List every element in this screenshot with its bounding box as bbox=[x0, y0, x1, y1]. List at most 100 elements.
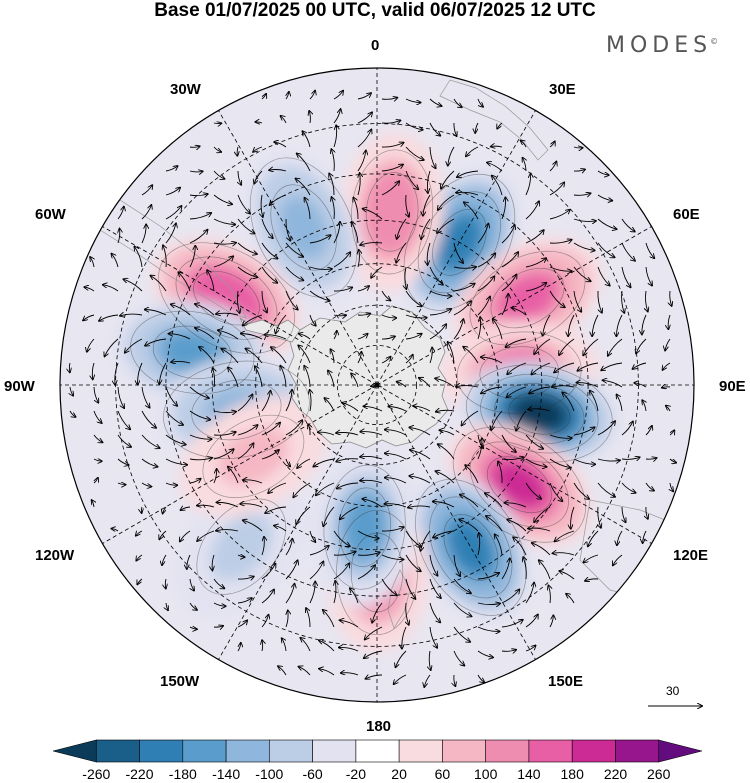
wind-arrow bbox=[429, 324, 446, 340]
wind-arrow bbox=[241, 334, 263, 340]
wind-arrow bbox=[621, 422, 633, 436]
wind-arrow bbox=[549, 210, 570, 220]
wind-arrow bbox=[597, 242, 615, 257]
wind-arrow bbox=[497, 122, 503, 129]
wind-arrow bbox=[487, 163, 503, 172]
wind-arrow bbox=[528, 409, 551, 411]
wind-arrow bbox=[123, 279, 143, 292]
wind-arrow bbox=[213, 256, 233, 268]
wind-arrow bbox=[481, 357, 503, 364]
wind-arrow bbox=[357, 130, 371, 148]
wind-arrow bbox=[454, 674, 456, 686]
wind-arrow bbox=[84, 287, 95, 292]
wind-arrow bbox=[136, 531, 143, 536]
wind-arrow bbox=[150, 276, 167, 292]
wind-arrow bbox=[178, 272, 191, 292]
brand-text: MODES bbox=[606, 33, 713, 58]
wind-arrow bbox=[237, 242, 257, 254]
antarctic-peninsula bbox=[239, 317, 301, 343]
wind-arrow bbox=[532, 543, 551, 556]
anomaly-blob bbox=[372, 181, 413, 243]
wind-arrow bbox=[409, 476, 431, 484]
wind-arrow bbox=[243, 520, 263, 532]
wind-arrow bbox=[549, 162, 556, 172]
wind-arrow bbox=[93, 459, 102, 461]
wind-arrow bbox=[525, 458, 547, 467]
wind-arrow bbox=[613, 554, 623, 565]
wind-arrow bbox=[141, 482, 151, 487]
meridian-line bbox=[376, 226, 652, 386]
wind-arrow bbox=[465, 465, 479, 484]
wind-arrow bbox=[559, 338, 575, 355]
wind-arrow bbox=[357, 314, 370, 316]
wind-arrow bbox=[299, 334, 311, 340]
wind-arrow bbox=[285, 539, 292, 556]
wind-arrow bbox=[237, 394, 253, 412]
wind-arrow bbox=[171, 361, 191, 363]
wind-arrow bbox=[405, 578, 415, 599]
wind-arrow bbox=[501, 620, 523, 628]
wind-arrow bbox=[237, 266, 257, 277]
wind-arrow bbox=[350, 588, 359, 604]
wind-arrow bbox=[419, 378, 431, 388]
wind-arrow bbox=[195, 304, 215, 316]
wind-arrow bbox=[141, 434, 160, 448]
wind-arrow bbox=[103, 285, 119, 292]
wind-arrow bbox=[70, 386, 73, 396]
wind-arrow bbox=[329, 174, 335, 196]
wind-arrow bbox=[525, 645, 536, 652]
wind-arrow bbox=[621, 218, 635, 232]
wind-arrow bbox=[528, 528, 551, 532]
wind-arrow bbox=[512, 308, 527, 316]
wind-arrow bbox=[453, 319, 463, 340]
wind-arrow bbox=[507, 386, 527, 397]
wind-arrow bbox=[501, 275, 517, 292]
wind-arrow bbox=[253, 146, 263, 152]
wind-arrow bbox=[549, 141, 555, 148]
colorbar-swatch bbox=[658, 739, 703, 763]
wind-arrow bbox=[165, 188, 180, 196]
wind-arrow bbox=[621, 457, 640, 459]
lon-label-30e: 30E bbox=[549, 81, 576, 98]
wind-arrow bbox=[525, 434, 543, 449]
wind-arrow bbox=[228, 367, 239, 388]
wind-arrow bbox=[190, 578, 194, 591]
wind-arrow bbox=[213, 123, 221, 124]
wind-arrow bbox=[435, 378, 455, 388]
wind-arrow bbox=[573, 482, 589, 499]
wind-arrow bbox=[216, 313, 239, 315]
wind-arrow bbox=[491, 146, 503, 147]
wind-arrow bbox=[262, 537, 264, 556]
wind-arrow bbox=[365, 626, 383, 640]
wind-arrow bbox=[646, 506, 648, 519]
wind-arrow bbox=[408, 506, 431, 508]
wind-arrow bbox=[254, 170, 263, 184]
wind-arrow bbox=[162, 554, 167, 565]
wind-arrow bbox=[516, 410, 527, 431]
colorbar-swatch bbox=[225, 739, 270, 763]
map-boundary bbox=[59, 67, 695, 703]
wind-arrow bbox=[429, 290, 451, 296]
wind-arrow bbox=[504, 503, 527, 508]
wind-arrow bbox=[228, 467, 239, 484]
wind-arrow bbox=[463, 347, 479, 364]
wind-arrow bbox=[281, 116, 287, 124]
meridian-line bbox=[376, 110, 536, 386]
wind-arrow bbox=[299, 667, 311, 676]
wind-arrow bbox=[549, 458, 570, 468]
lon-label-30w: 30W bbox=[170, 81, 201, 98]
wind-arrow bbox=[165, 206, 182, 220]
contour-ring bbox=[469, 250, 586, 346]
wind-arrow bbox=[189, 627, 197, 629]
wind-arrow bbox=[462, 410, 479, 426]
wind-arrow bbox=[180, 530, 191, 542]
wind-arrow bbox=[333, 252, 350, 268]
wind-arrow bbox=[381, 578, 397, 595]
wind-arrow bbox=[195, 328, 215, 340]
wind-arrow bbox=[189, 230, 208, 244]
wind-arrow bbox=[357, 565, 375, 580]
wind-arrow bbox=[454, 122, 457, 136]
wind-arrow bbox=[405, 290, 422, 306]
wind-arrow bbox=[562, 392, 575, 412]
wind-arrow bbox=[477, 224, 488, 244]
